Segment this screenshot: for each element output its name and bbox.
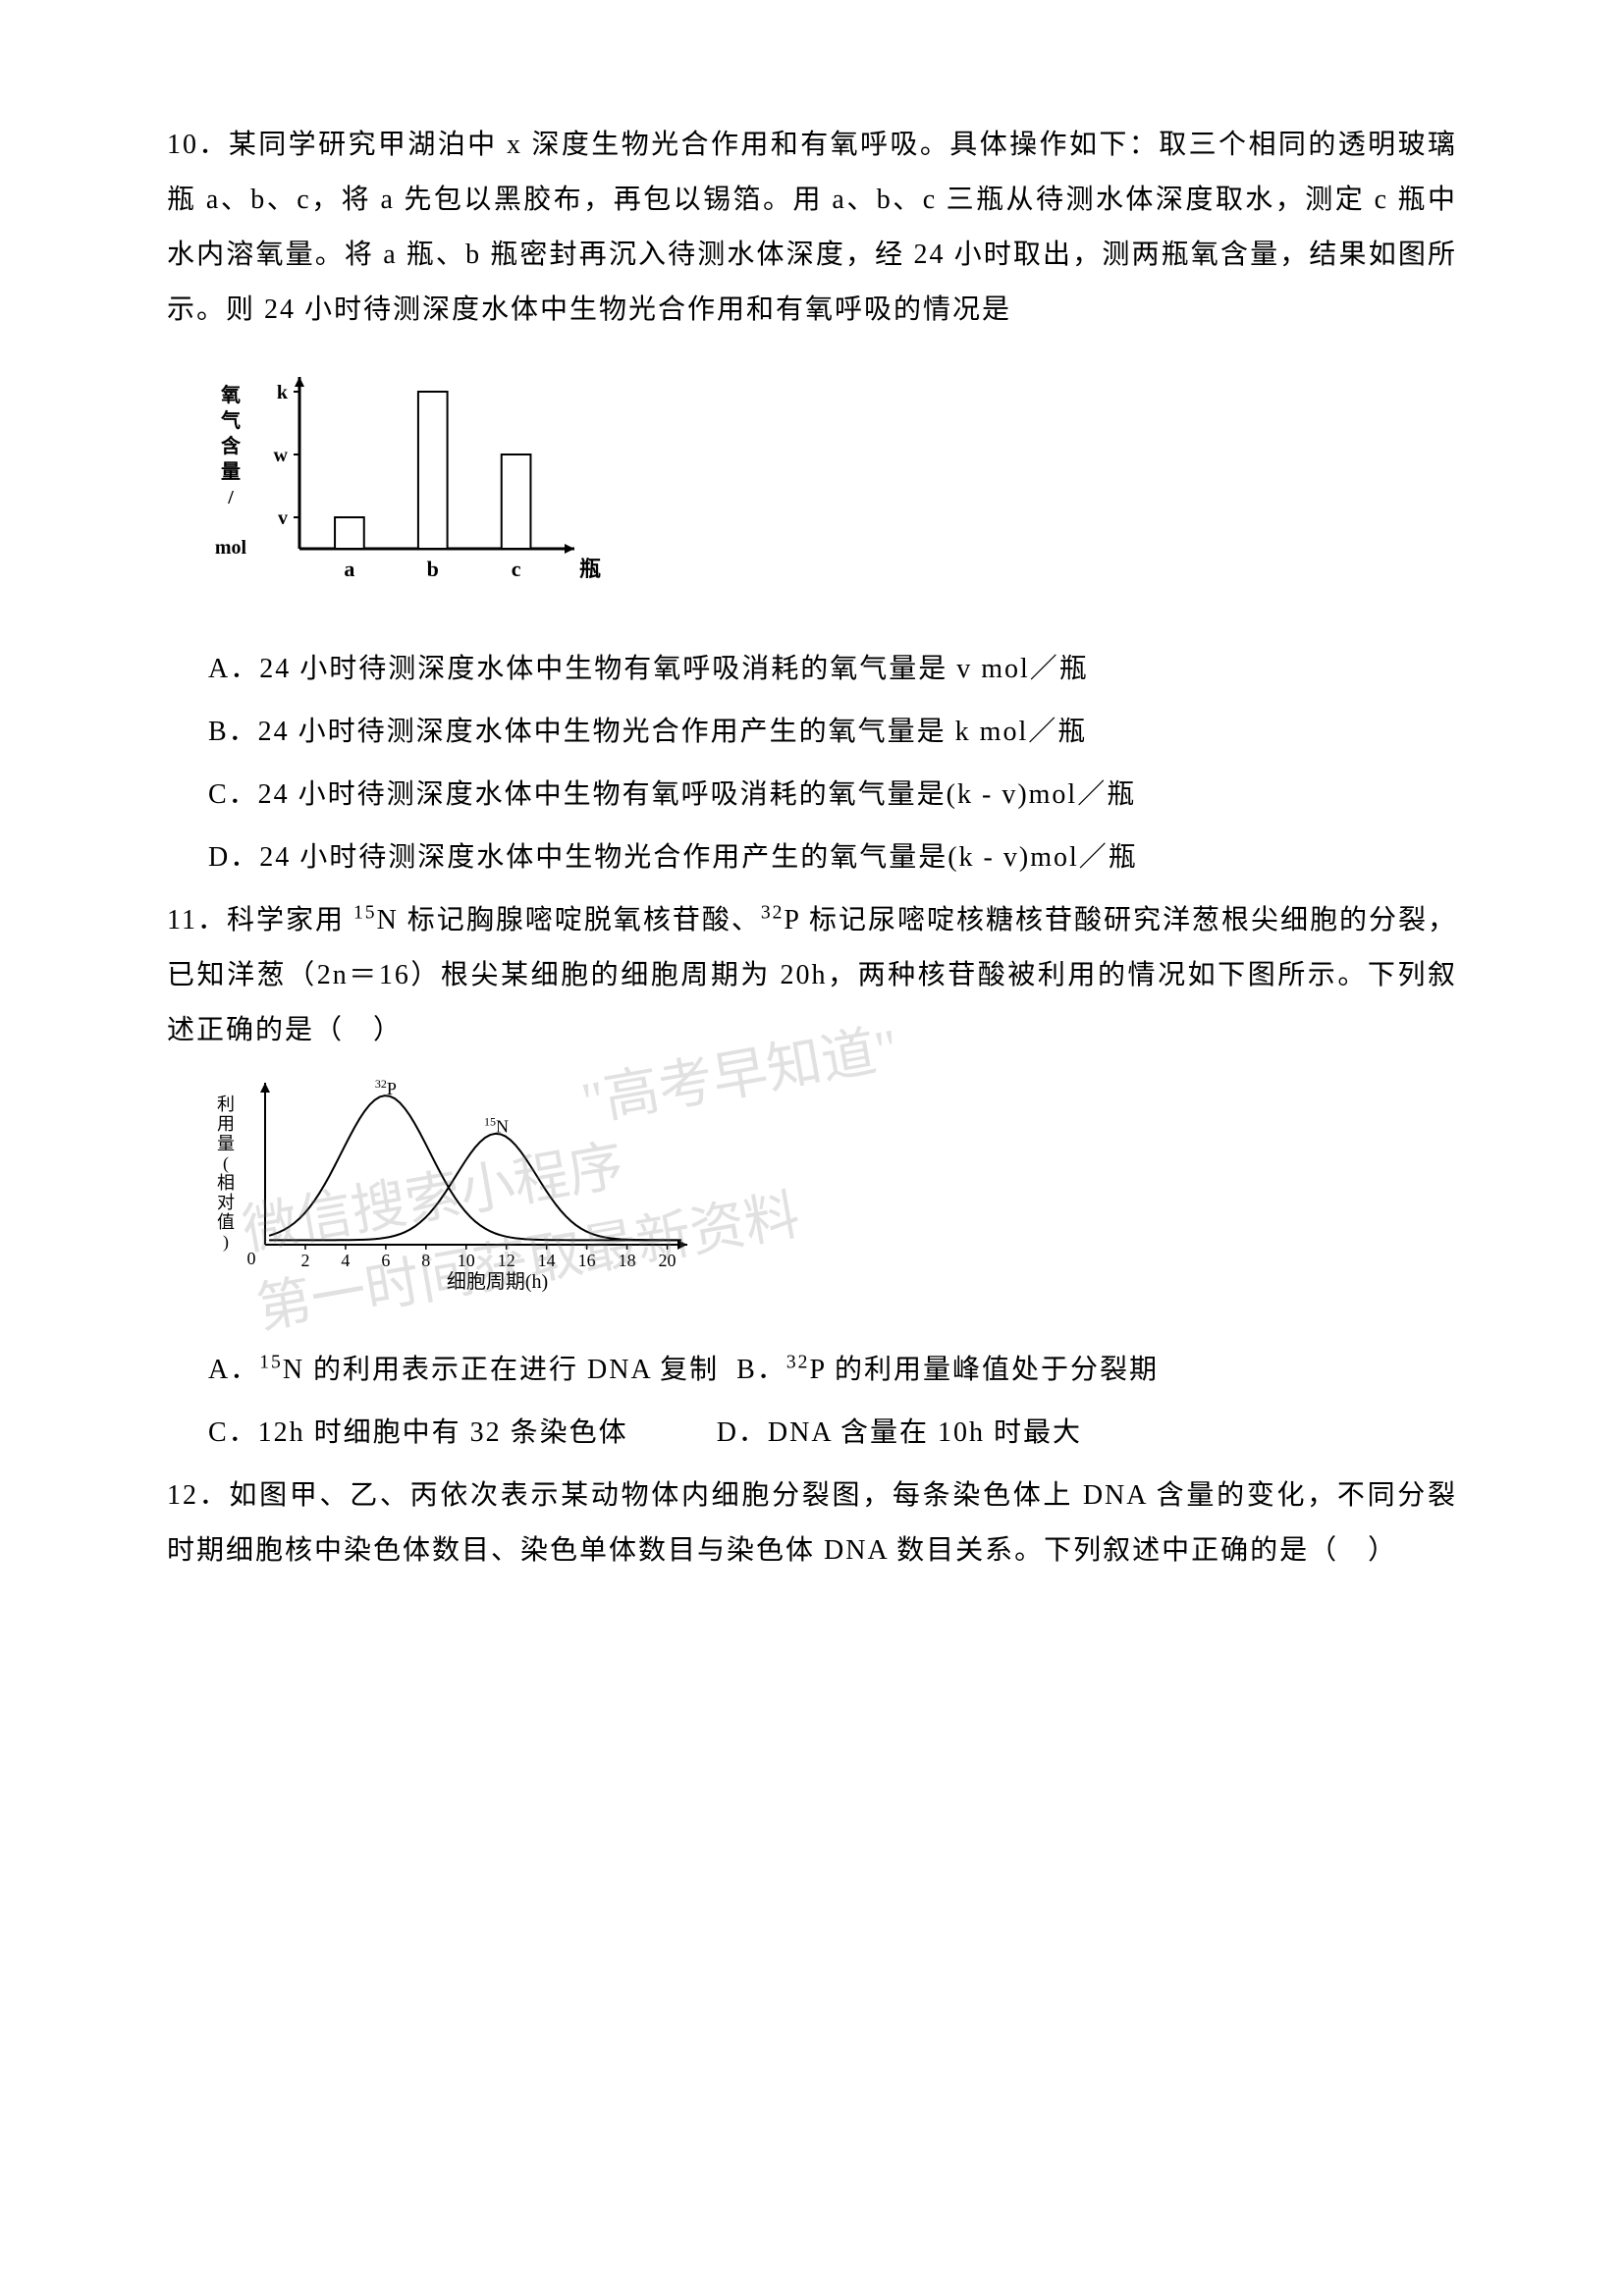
q11-optC: C．12h 时细胞中有 32 条染色体	[208, 1417, 628, 1448]
q11-optB-pre: B．	[736, 1355, 786, 1385]
q11-optA-pre: A．	[208, 1355, 259, 1385]
q11-options-row2: C．12h 时细胞中有 32 条染色体 D．DNA 含量在 10h 时最大	[167, 1406, 1457, 1461]
svg-text:相: 相	[217, 1173, 235, 1193]
q11-options-row1: A．15N 的利用表示正在进行 DNA 复制 B．32P 的利用量峰值处于分裂期	[167, 1343, 1457, 1398]
q11-stem-pre: 11．科学家用	[167, 905, 353, 935]
svg-text:k: k	[277, 382, 289, 403]
q11-sup2: 32	[761, 903, 785, 924]
q10-option-b: B．24 小时待测深度水体中生物光合作用产生的氧气量是 k mol／瓶	[167, 705, 1457, 760]
q11-optA-sup: 15	[259, 1353, 283, 1373]
q12-stem: 12．如图甲、乙、丙依次表示某动物体内细胞分裂图，每条染色体上 DNA 含量的变…	[167, 1468, 1457, 1578]
svg-text:/: /	[227, 487, 234, 508]
q10-option-a: A．24 小时待测深度水体中生物有氧呼吸消耗的氧气量是 v mol／瓶	[167, 642, 1457, 697]
exam-page: 10．某同学研究甲湖泊中 x 深度生物光合作用和有氧呼吸。具体操作如下：取三个相…	[0, 0, 1624, 1578]
svg-text:v: v	[278, 507, 288, 529]
svg-text:对: 对	[217, 1193, 235, 1212]
svg-text:a: a	[344, 557, 354, 581]
svg-text:值: 值	[217, 1212, 235, 1232]
svg-text:(: (	[223, 1153, 229, 1174]
svg-text:氧: 氧	[220, 383, 241, 406]
q11-optD: D．DNA 含量在 10h 时最大	[717, 1417, 1082, 1448]
q10-option-c: C．24 小时待测深度水体中生物有氧呼吸消耗的氧气量是(k - v)mol／瓶	[167, 768, 1457, 823]
svg-text:瓶: 瓶	[579, 557, 601, 581]
q10-stem: 10．某同学研究甲湖泊中 x 深度生物光合作用和有氧呼吸。具体操作如下：取三个相…	[167, 118, 1457, 338]
q11-optB-sup: 32	[786, 1353, 810, 1373]
q11-mid1: N 标记胸腺嘧啶脱氧核苷酸、	[377, 905, 761, 935]
svg-text:): )	[223, 1232, 229, 1253]
svg-text:w: w	[274, 445, 289, 466]
svg-text:b: b	[427, 557, 439, 581]
svg-text:c: c	[512, 557, 521, 581]
svg-text:利: 利	[217, 1095, 235, 1114]
svg-text:量: 量	[217, 1134, 235, 1153]
q10-bar-chart: v w k a b c 氧气含量 / mol 瓶	[206, 347, 1457, 613]
q11-sup1: 15	[353, 903, 377, 924]
svg-text:气: 气	[220, 408, 241, 432]
svg-text:量: 量	[221, 460, 241, 483]
q10-option-d: D．24 小时待测深度水体中生物光合作用产生的氧气量是(k - v)mol／瓶	[167, 830, 1457, 885]
bar-chart-svg: v w k a b c 氧气含量 / mol 瓶	[206, 347, 619, 593]
svg-text:mol: mol	[215, 537, 247, 559]
q11-optA-post: N 的利用表示正在进行 DNA 复制	[283, 1355, 719, 1385]
svg-text:用: 用	[217, 1114, 235, 1134]
svg-text:含: 含	[221, 434, 242, 457]
q11-optB-post: P 的利用量峰值处于分裂期	[809, 1355, 1159, 1385]
svg-text:15N: 15N	[484, 1115, 509, 1137]
